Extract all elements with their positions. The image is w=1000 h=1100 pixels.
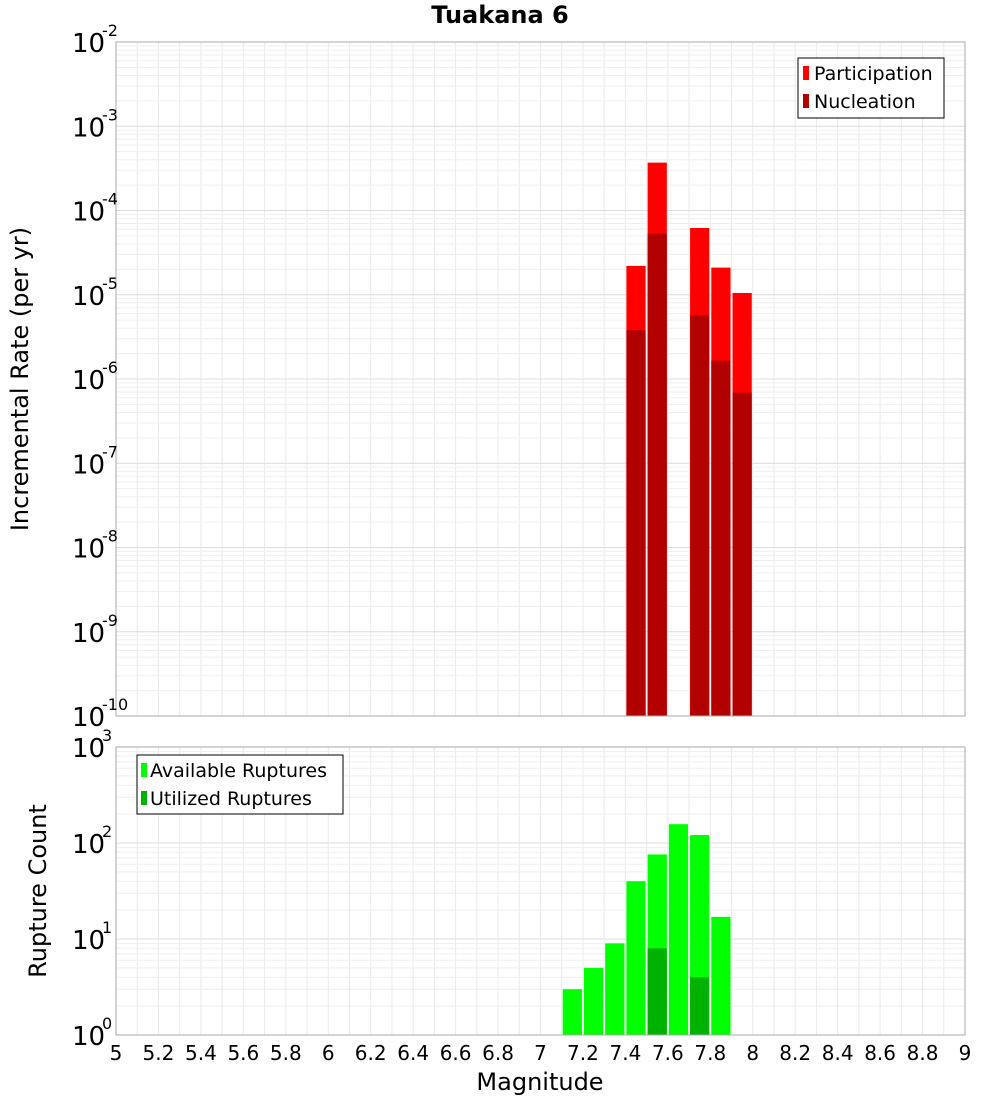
top-y-tick-label: 10 bbox=[72, 29, 105, 59]
top-y-tick-label: 10 bbox=[72, 535, 105, 565]
available-ruptures-bar bbox=[562, 989, 582, 1035]
chart-title: Tuakana 6 bbox=[431, 1, 569, 29]
utilized-ruptures-legend-label: Utilized Ruptures bbox=[150, 788, 312, 810]
top-panel: 10-210-310-410-510-610-710-810-910-10 In… bbox=[6, 21, 966, 733]
x-tick-label: 5.6 bbox=[227, 1041, 259, 1065]
nucleation-bar bbox=[711, 360, 731, 716]
top-y-tick-exponent: -9 bbox=[102, 611, 118, 630]
top-y-tick-label: 10 bbox=[72, 619, 105, 649]
nucleation-bar bbox=[626, 330, 646, 716]
x-tick-label: 8.8 bbox=[907, 1041, 939, 1065]
available-ruptures-bar bbox=[711, 916, 731, 1035]
available-ruptures-swatch bbox=[141, 763, 147, 777]
x-tick-label: 6 bbox=[322, 1041, 335, 1065]
top-legend: Participation Nucleation bbox=[797, 57, 945, 119]
bottom-y-tick-exponent: 1 bbox=[102, 918, 112, 937]
top-y-tick-exponent: -5 bbox=[102, 274, 118, 293]
bottom-y-tick-label: 10 bbox=[72, 734, 105, 764]
top-y-tick-label: 10 bbox=[72, 282, 105, 312]
top-plot-border bbox=[115, 41, 966, 717]
nucleation-bar bbox=[690, 315, 710, 716]
x-tick-label: 6.2 bbox=[355, 1041, 387, 1065]
top-y-tick-label: 10 bbox=[72, 198, 105, 228]
bottom-y-axis-label: Rupture Count bbox=[24, 804, 52, 978]
x-tick-label: 7.8 bbox=[694, 1041, 726, 1065]
available-ruptures-bar bbox=[668, 824, 689, 1035]
x-tick-label: 5.2 bbox=[143, 1041, 175, 1065]
x-tick-label: 5.4 bbox=[185, 1041, 217, 1065]
top-y-tick-exponent: -8 bbox=[102, 527, 118, 546]
utilized-ruptures-swatch bbox=[141, 791, 147, 805]
top-legend-box bbox=[797, 57, 945, 119]
x-tick-label: 6.6 bbox=[440, 1041, 472, 1065]
top-y-tick-label: 10 bbox=[72, 113, 105, 143]
available-ruptures-bars bbox=[562, 824, 731, 1035]
top-grid bbox=[115, 42, 966, 717]
x-tick-label: 5 bbox=[110, 1041, 123, 1065]
x-tick-label: 7.6 bbox=[652, 1041, 684, 1065]
top-y-tick-label: 10 bbox=[72, 703, 105, 733]
utilized-ruptures-bar bbox=[690, 977, 710, 1035]
top-y-tick-exponent: -10 bbox=[102, 695, 128, 714]
top-y-ticks: 10-210-310-410-510-610-710-810-910-10 bbox=[72, 21, 128, 733]
utilized-ruptures-bar bbox=[647, 948, 667, 1035]
x-axis-label: Magnitude bbox=[476, 1068, 603, 1096]
top-y-tick-exponent: -3 bbox=[102, 105, 118, 124]
available-ruptures-bar bbox=[605, 943, 625, 1035]
x-tick-label: 5.8 bbox=[270, 1041, 302, 1065]
bottom-y-tick-exponent: 0 bbox=[102, 1014, 112, 1033]
x-tick-label: 8.4 bbox=[822, 1041, 854, 1065]
x-tick-label: 8.2 bbox=[779, 1041, 811, 1065]
available-ruptures-bar bbox=[626, 881, 646, 1035]
x-ticks: 5 5.2 5.4 5.6 5.8 6 6.2 6.4 6.6 6.8 7 7.2 7.4 7.6 7.8 8… bbox=[110, 1041, 972, 1065]
top-y-tick-exponent: -7 bbox=[102, 442, 118, 461]
x-tick-label: 9 bbox=[959, 1041, 972, 1065]
utilized-ruptures-bars bbox=[647, 948, 710, 1035]
top-y-tick-exponent: -6 bbox=[102, 358, 118, 377]
x-tick-label: 6.4 bbox=[397, 1041, 429, 1065]
top-y-tick-label: 10 bbox=[72, 366, 105, 396]
x-tick-label: 8 bbox=[746, 1041, 759, 1065]
top-y-tick-label: 10 bbox=[72, 450, 105, 480]
nucleation-swatch bbox=[803, 94, 809, 108]
x-tick-label: 6.8 bbox=[482, 1041, 514, 1065]
bottom-y-tick-label: 10 bbox=[72, 1022, 105, 1052]
bottom-y-tick-label: 10 bbox=[72, 926, 105, 956]
top-y-tick-exponent: -2 bbox=[102, 21, 118, 40]
participation-legend-label: Participation bbox=[814, 63, 933, 85]
participation-swatch bbox=[803, 66, 809, 80]
available-ruptures-bar bbox=[583, 967, 604, 1035]
bottom-y-tick-exponent: 3 bbox=[102, 726, 112, 745]
bottom-legend: Available Ruptures Utilized Ruptures bbox=[136, 754, 344, 815]
bottom-legend-box bbox=[136, 754, 344, 815]
bottom-y-tick-exponent: 2 bbox=[102, 822, 112, 841]
nucleation-bar bbox=[732, 392, 752, 716]
x-tick-label: 8.6 bbox=[864, 1041, 896, 1065]
bottom-plot-border bbox=[115, 746, 966, 1036]
available-ruptures-legend-label: Available Ruptures bbox=[150, 760, 327, 782]
x-tick-label: 7 bbox=[534, 1041, 547, 1065]
nucleation-bars bbox=[626, 233, 752, 717]
top-y-axis-label: Incremental Rate (per yr) bbox=[6, 227, 34, 531]
x-tick-label: 7.4 bbox=[609, 1041, 641, 1065]
nucleation-bar bbox=[647, 233, 667, 717]
top-y-tick-exponent: -4 bbox=[102, 190, 118, 209]
nucleation-legend-label: Nucleation bbox=[814, 91, 916, 113]
bottom-y-tick-label: 10 bbox=[72, 830, 105, 860]
x-tick-label: 7.2 bbox=[567, 1041, 599, 1065]
